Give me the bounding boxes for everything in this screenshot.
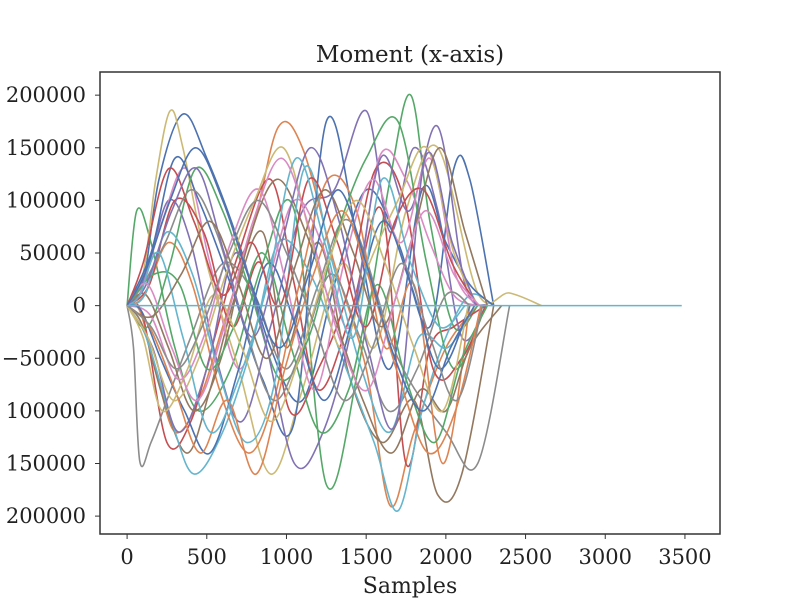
series-line-28: [126, 199, 469, 423]
series-line-18: [126, 189, 471, 413]
x-tick-label: 1500: [339, 545, 392, 569]
series-layer: [126, 93, 682, 512]
series-line-21: [126, 220, 471, 455]
series-line-2: [126, 120, 479, 508]
y-tick-label: 100000: [6, 399, 86, 423]
series-line-22: [126, 252, 489, 444]
y-tick-label: 50000: [19, 241, 86, 265]
x-tick-label: 2500: [499, 545, 552, 569]
series-line-23: [126, 167, 479, 328]
x-tick-label: 3000: [579, 545, 632, 569]
y-axis: 200000 150000 100000 50000 0 −50000 100000 1500…: [2, 83, 100, 528]
series-line-5: [126, 109, 487, 423]
x-tick-label: 3500: [658, 545, 711, 569]
y-tick-label: 100000: [6, 188, 86, 212]
series-line-25: [126, 210, 482, 475]
series-line-31: [126, 199, 484, 402]
x-axis-label: Samples: [363, 574, 457, 599]
x-tick-label: 500: [187, 545, 227, 569]
x-axis: 0 500 1000 1500 2000 2500 3000 3500: [120, 534, 712, 569]
y-tick-label: −50000: [2, 346, 86, 370]
y-tick-label: 200000: [6, 504, 86, 528]
series-line-3: [126, 93, 479, 490]
series-line-15: [126, 124, 488, 470]
plot-area-frame: [99, 71, 721, 535]
x-tick-label: 1000: [260, 545, 313, 569]
series-line-24: [126, 146, 477, 431]
chart-title: Moment (x-axis): [316, 42, 504, 68]
y-tick-label: 200000: [6, 83, 86, 107]
series-line-29: [126, 157, 480, 402]
y-tick-label: 150000: [6, 136, 86, 160]
series-line-27: [126, 147, 489, 360]
series-line-7: [126, 148, 479, 370]
x-tick-label: 0: [120, 545, 133, 569]
y-tick-label: 0: [73, 294, 86, 318]
x-tick-label: 2000: [419, 545, 472, 569]
series-line-30: [126, 146, 476, 412]
series-line-11: [126, 115, 495, 437]
y-tick-label: 150000: [6, 451, 86, 475]
